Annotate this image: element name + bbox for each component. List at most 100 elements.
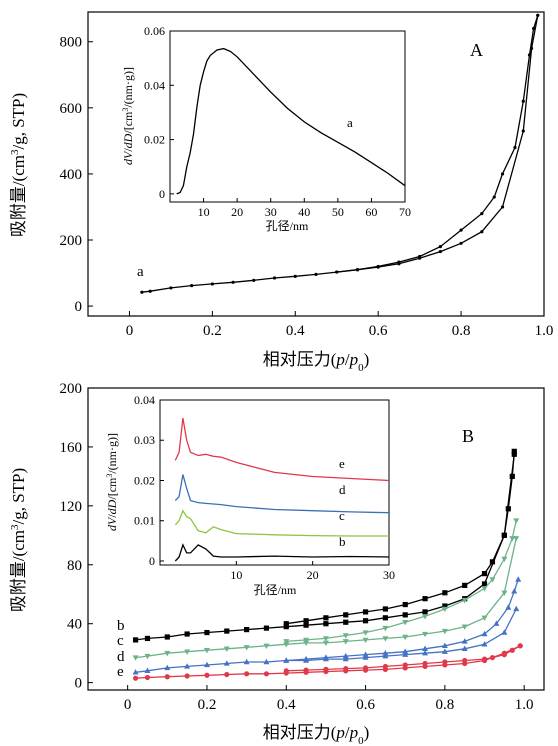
inset-a-yticks: 0 0.02 0.04 0.06 [144, 24, 174, 201]
panel-a-point-a [532, 26, 536, 31]
inset-a-xlabel: 孔径/nm [266, 219, 309, 233]
inset-a-ytick-label: 0 [159, 187, 165, 201]
panel-b-point-d [501, 629, 508, 635]
panel-b-curve-label-e: e [117, 664, 124, 680]
panel-a-point-a [335, 270, 339, 274]
panel-a-series-a [140, 13, 540, 294]
panel-b-point-c [461, 597, 468, 604]
panel-a-point-a [169, 286, 173, 290]
panel-a-point-a [536, 13, 540, 17]
panel-b-point-b [283, 621, 289, 627]
inset-a-xtick-label: 30 [265, 205, 277, 219]
panel-b-point-e [263, 671, 270, 677]
panel-b-point-c [441, 628, 448, 635]
panel-a-point-a [500, 172, 505, 176]
panel-b-point-d [505, 604, 512, 610]
panel-b-point-e [462, 657, 468, 664]
panel-b-point-c [322, 640, 329, 647]
panel-b-point-b [263, 625, 270, 631]
panel-b-point-b [501, 532, 507, 538]
inset-b-series [174, 417, 390, 562]
panel-b-point-c [441, 606, 448, 613]
inset-a-xtick-label: 40 [298, 205, 310, 219]
panel-b-point-d [164, 664, 171, 671]
inset-a-line-a [176, 47, 406, 195]
panel-b-point-b [362, 609, 369, 615]
panel-b-point-c [243, 645, 250, 651]
panel-a-point-a [397, 260, 401, 264]
panel-b-label: B [462, 426, 474, 446]
panel-b-ytick-label: 200 [60, 381, 83, 397]
panel-a-point-a [513, 145, 517, 150]
panel-a-label: A [470, 40, 483, 60]
panel-b-point-c [501, 556, 508, 563]
panel-b-point-b [343, 619, 349, 625]
inset-b-ytick-label: 0.04 [134, 393, 155, 407]
inset-b-ytick-label: 0 [149, 554, 155, 568]
inset-b-yticks: 0 0.01 0.02 0.03 0.04 [134, 393, 164, 568]
panel-b-point-d [422, 645, 429, 651]
panel-b-point-d [382, 652, 389, 659]
panel-a-point-a [527, 53, 532, 57]
panel-a-ylabel: 吸附量/(cm3/g, STP) [9, 93, 28, 237]
inset-b-xtick-label: 10 [230, 568, 242, 582]
panel-a-point-a [480, 230, 484, 234]
panel-b-ytick-label: 80 [67, 558, 82, 574]
panel-b-point-d [461, 645, 468, 651]
panel-b-point-d [461, 638, 468, 644]
panel-b-series-b [132, 448, 517, 643]
panel-b-point-e [501, 652, 507, 658]
panel-b-xtick-label: 0.4 [277, 697, 296, 713]
panel-a-point-a [314, 272, 318, 276]
panel-a-frame [87, 11, 545, 317]
panel-a-point-a [376, 264, 380, 269]
panel-b-point-b [204, 629, 210, 636]
panel-b-point-c [513, 536, 520, 542]
inset-b-curve-label-e: e [339, 456, 345, 471]
panel-b-point-c [132, 655, 139, 661]
inset-b-line-b [174, 543, 390, 562]
panel-b-ytick-label: 40 [67, 617, 82, 633]
panel-b-xtick-label: 0.6 [356, 697, 375, 713]
panel-a-curve-label-a: a [137, 264, 144, 280]
panel-b-point-c [283, 639, 290, 645]
panel-b-point-b [481, 571, 488, 577]
panel-b-frame [87, 387, 545, 691]
panel-b-ytick-label: 160 [60, 440, 83, 456]
panel-b-point-b [283, 624, 289, 630]
panel-b-point-e [509, 647, 515, 653]
panel-b-curve-label-d: d [117, 649, 125, 665]
panel-b-point-d [513, 605, 520, 612]
inset-b-frame [159, 399, 390, 566]
panel-b-point-b [144, 635, 151, 642]
inset-b-xlabel: 孔径/nm [254, 583, 297, 597]
panel-b-xtick-label: 1.0 [515, 697, 534, 713]
panel-a-xlabel: 相对压力(p/p0) [263, 350, 370, 374]
panel-a-inset: 0 0.02 0.04 0.06 10 20 30 40 50 60 70 a 孔径/nm dV/… [121, 24, 412, 233]
panel-b-point-b [164, 634, 170, 640]
panel-b-point-c [481, 586, 488, 592]
panel-a-point-a [500, 205, 505, 209]
inset-b-xticks: 10 20 30 [230, 561, 395, 582]
panel-b-xtick-label: 0 [124, 697, 132, 713]
panel-b-point-c [362, 637, 369, 644]
panel-b-point-d [263, 658, 270, 665]
inset-b-curve-label-b: b [339, 534, 346, 549]
panel-b-point-e [164, 674, 170, 680]
panel-b-point-c [509, 536, 516, 542]
panel-b-point-c [362, 630, 369, 636]
panel-b-point-c [513, 518, 520, 524]
inset-b-curve-label-d: d [339, 482, 346, 497]
panel-b-ytick-label: 0 [75, 676, 83, 692]
panel-b-series [132, 448, 523, 681]
panel-b-point-b [511, 451, 517, 457]
panel-b-point-b [442, 590, 448, 596]
panel-b-point-b [303, 618, 309, 624]
inset-b-ytick-label: 0.02 [134, 473, 155, 487]
panel-a: 0 200 400 600 800 0 0.2 0.4 0.6 0.8 1.0 A a 0 0.02… [9, 11, 553, 374]
panel-b-series-c [132, 518, 520, 661]
panel-b-point-b [362, 618, 369, 624]
panel-b-curve-label-c: c [117, 633, 124, 649]
panel-b-point-d [342, 652, 349, 659]
